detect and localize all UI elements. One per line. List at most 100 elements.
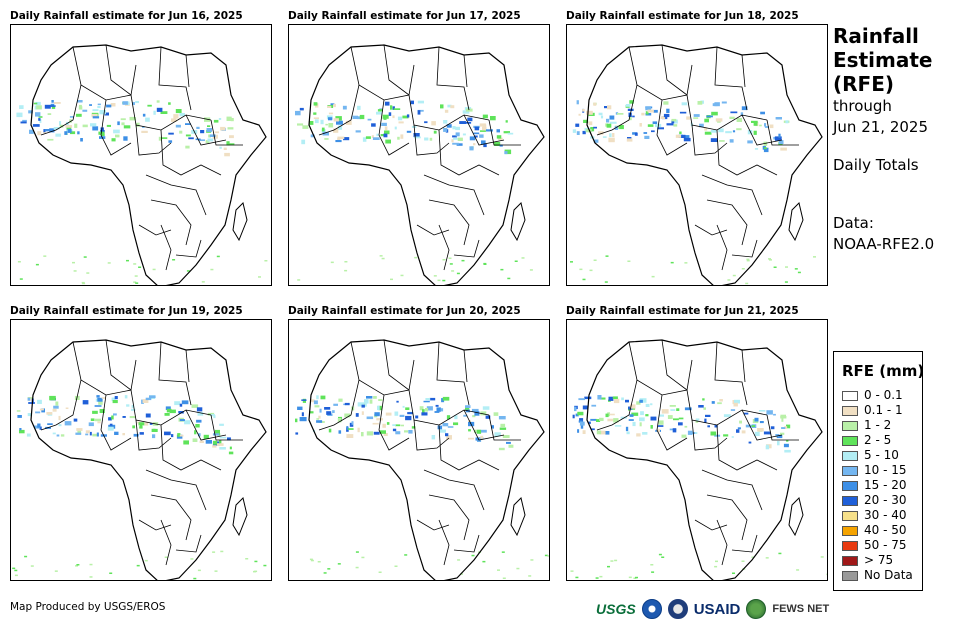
rain-cell <box>124 395 128 399</box>
rain-cell <box>462 110 470 114</box>
rain-cell <box>367 118 372 121</box>
rain-cell <box>729 139 734 143</box>
rain-cell <box>14 569 18 572</box>
rain-cell <box>417 100 424 104</box>
rain-cell <box>659 414 664 417</box>
rain-cell <box>299 417 307 422</box>
rain-cell <box>763 431 771 435</box>
rain-cell <box>674 119 678 124</box>
rain-cell <box>351 421 354 425</box>
rain-cell <box>328 428 332 433</box>
rain-cell <box>179 130 183 134</box>
rain-cell <box>219 423 224 426</box>
rain-cell <box>216 255 220 258</box>
rain-cell <box>785 266 788 268</box>
madagascar-outline <box>788 202 804 242</box>
rain-cell <box>429 137 433 141</box>
rain-cell <box>797 271 801 274</box>
rain-cell <box>669 428 675 431</box>
rain-cell <box>629 414 634 417</box>
rain-cell <box>457 137 463 141</box>
rain-cell <box>400 424 404 427</box>
rain-cell <box>357 105 361 110</box>
rain-cell <box>397 116 403 121</box>
rain-cell <box>383 133 388 138</box>
rain-cell <box>379 430 386 434</box>
rain-cell <box>778 552 782 555</box>
rain-cell <box>591 428 595 431</box>
rain-cell <box>321 127 325 132</box>
rain-cell <box>673 418 679 421</box>
rain-cell <box>58 415 61 421</box>
rain-cell <box>741 106 748 111</box>
country-border <box>145 174 207 216</box>
rain-cell <box>173 114 179 119</box>
rain-cell <box>711 111 718 116</box>
rain-cell <box>144 559 148 562</box>
country-border <box>438 129 500 176</box>
rain-cell <box>414 136 421 139</box>
rain-cell <box>444 109 449 113</box>
rain-cell <box>66 126 72 130</box>
rain-cell <box>364 403 367 407</box>
rain-cell <box>263 564 267 567</box>
rain-cell <box>453 422 459 426</box>
rain-cell <box>474 126 480 131</box>
rain-cell <box>264 260 268 262</box>
rain-cell <box>258 276 261 278</box>
rain-cell <box>679 111 687 114</box>
panel-title: Daily Rainfall estimate for Jun 21, 2025 <box>566 305 799 317</box>
rain-cell <box>599 397 606 400</box>
rain-cell <box>133 281 137 283</box>
country-border <box>714 341 748 406</box>
rain-cell <box>580 424 584 429</box>
rain-cell <box>28 402 35 404</box>
rain-cell <box>309 411 314 414</box>
rain-cell <box>704 127 708 131</box>
legend-label: 2 - 5 <box>864 433 892 447</box>
rainfall-map <box>566 319 828 581</box>
rain-cell <box>479 429 487 433</box>
rain-cell <box>486 129 493 132</box>
fews-net-logo: FEWS NET <box>772 603 830 615</box>
rain-cell <box>214 570 218 572</box>
rain-cell <box>323 572 327 574</box>
rain-cell <box>429 397 436 401</box>
rain-cell <box>440 104 444 109</box>
rain-cell <box>186 270 190 272</box>
rain-cell <box>361 411 364 415</box>
rain-cell <box>224 152 230 157</box>
rain-cell <box>496 135 502 139</box>
rain-cell <box>190 558 194 560</box>
rain-cell <box>658 420 664 425</box>
rain-cell <box>702 398 705 401</box>
rain-cell <box>347 428 354 430</box>
coastline <box>30 339 267 580</box>
rain-cell <box>748 441 752 444</box>
rain-cell <box>472 415 476 418</box>
rain-cell <box>590 127 595 132</box>
rain-cell <box>676 408 680 411</box>
rain-cell <box>570 570 574 572</box>
legend-label: > 75 <box>864 553 894 567</box>
rain-cell <box>737 427 741 430</box>
rain-cell <box>384 101 390 106</box>
rain-cell <box>86 272 90 274</box>
rain-cell <box>108 424 116 429</box>
rain-cell <box>442 423 449 427</box>
rain-cell <box>100 130 105 133</box>
rain-cell <box>126 259 129 262</box>
rain-cell <box>198 433 201 437</box>
rain-cell <box>629 100 634 104</box>
rain-cell <box>406 114 410 118</box>
rain-cell <box>337 563 341 565</box>
rain-cell <box>408 430 413 434</box>
rain-cell <box>316 395 319 400</box>
rain-cell <box>627 260 631 262</box>
rain-cell <box>141 399 144 404</box>
rain-cell <box>494 432 501 437</box>
rain-cell <box>220 126 226 131</box>
country-border <box>596 84 638 136</box>
rain-cell <box>115 134 120 138</box>
rain-cell <box>741 430 746 434</box>
